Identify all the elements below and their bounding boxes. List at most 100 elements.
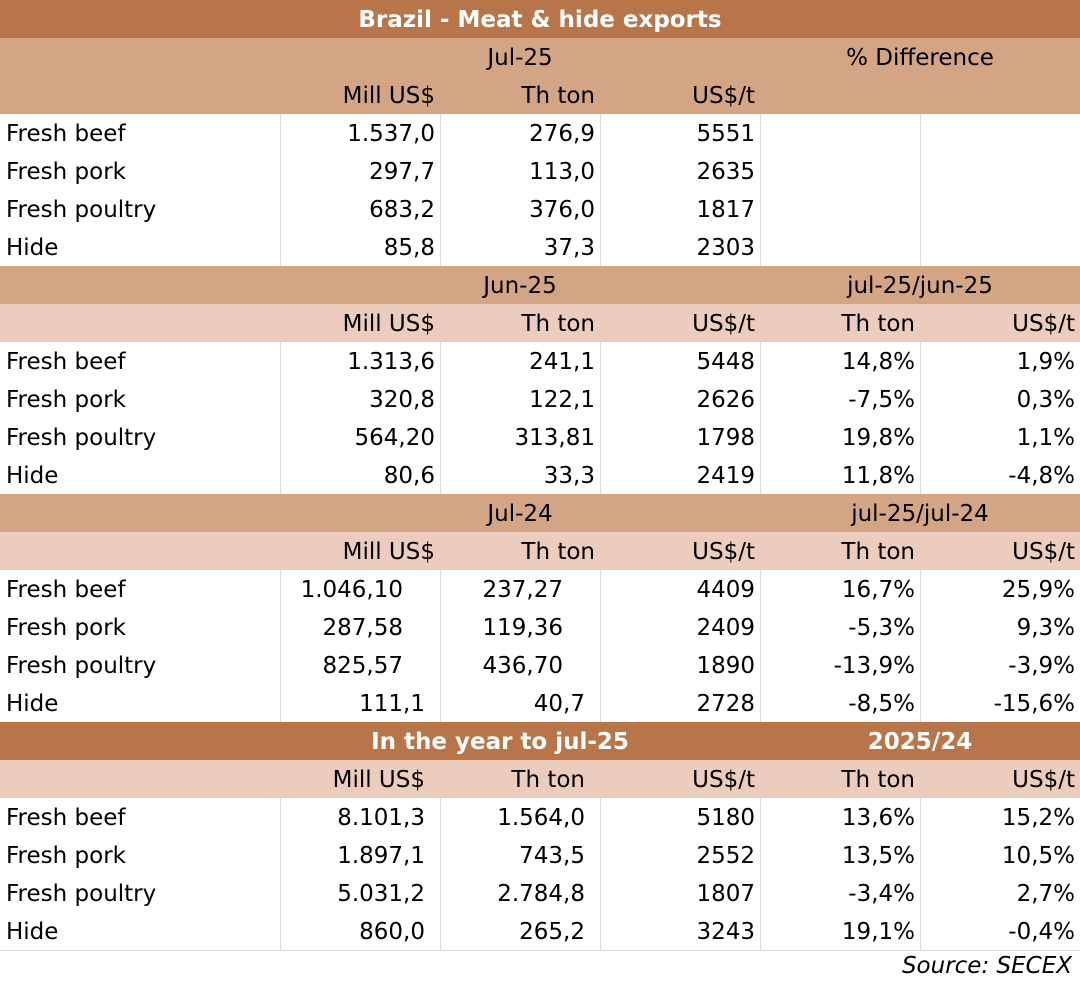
section1-period: Jul-25 (487, 45, 553, 71)
grid-line (440, 418, 441, 456)
mill-value: 80,6 (383, 463, 435, 489)
price-value: 5180 (696, 805, 755, 831)
table-row: Fresh poultry 825,57 436,70 1890 -13,9% -3,9% (0, 646, 1080, 685)
section3-col-ton: Th ton (521, 539, 595, 565)
grid-line (600, 190, 601, 228)
ton-value: 119,36 (482, 615, 563, 641)
mill-value: 8.101,3 (337, 805, 425, 831)
grid-line (760, 912, 761, 950)
table-row: Fresh pork 287,58 119,36 2409 -5,3% 9,3% (0, 608, 1080, 647)
row-label: Fresh pork (6, 843, 126, 869)
grid-line (280, 646, 281, 684)
mill-value: 564,20 (354, 425, 435, 451)
diff-price-value: 15,2% (1001, 805, 1075, 831)
mill-value: 860,0 (359, 919, 425, 945)
grid-line (920, 608, 921, 646)
grid-line (760, 684, 761, 722)
grid-line (440, 798, 441, 836)
diff-price-value: 9,3% (1016, 615, 1075, 641)
grid-line (600, 874, 601, 912)
diff-price-value: -0,4% (1008, 919, 1075, 945)
grid-line (600, 912, 601, 950)
ton-value: 37,3 (543, 235, 595, 261)
ton-value: 376,0 (529, 197, 595, 223)
price-value: 2635 (696, 159, 755, 185)
source-note: Source: SECEX (901, 953, 1072, 979)
grid-line (280, 190, 281, 228)
row-label: Fresh pork (6, 615, 126, 641)
diff-ton-value: 19,1% (841, 919, 915, 945)
section2-col-dprice: US$/t (1012, 311, 1075, 337)
section3-col-dton: Th ton (841, 539, 915, 565)
diff-ton-value: -7,5% (848, 387, 915, 413)
grid-line (280, 456, 281, 494)
price-value: 5448 (696, 349, 755, 375)
mill-value: 5.031,2 (337, 881, 425, 907)
diff-price-value: 0,3% (1016, 387, 1075, 413)
row-label: Fresh beef (6, 805, 126, 831)
diff-ton-value: 11,8% (841, 463, 915, 489)
table-row: Fresh beef 1.537,0 276,9 5551 (0, 114, 1080, 153)
section2-col-mill: Mill US$ (342, 311, 435, 337)
grid-line (440, 228, 441, 266)
grid-line (440, 912, 441, 950)
grid-line (600, 570, 601, 608)
grid-line (280, 418, 281, 456)
mill-value: 1.897,1 (337, 843, 425, 869)
table-row: Fresh beef 8.101,3 1.564,0 5180 13,6% 15,2% (0, 798, 1080, 837)
mill-value: 825,57 (322, 653, 403, 679)
grid-line (440, 114, 441, 152)
grid-line (760, 228, 761, 266)
diff-ton-value: -5,3% (848, 615, 915, 641)
grid-line (760, 874, 761, 912)
section2-column-row: Mill US$ Th ton US$/t Th ton US$/t (0, 304, 1080, 342)
grid-line (920, 646, 921, 684)
grid-line (600, 342, 601, 380)
row-label: Fresh beef (6, 349, 126, 375)
grid-line (440, 190, 441, 228)
section2-col-price: US$/t (692, 311, 755, 337)
ton-value: 436,70 (482, 653, 563, 679)
grid-line (920, 874, 921, 912)
diff-ton-value: 13,5% (841, 843, 915, 869)
price-value: 1798 (696, 425, 755, 451)
grid-line (920, 798, 921, 836)
diff-price-value: 10,5% (1001, 843, 1075, 869)
ton-value: 276,9 (529, 121, 595, 147)
section1-diff-label: % Difference (846, 45, 994, 71)
grid-line (440, 874, 441, 912)
diff-ton-value: 19,8% (841, 425, 915, 451)
section2-col-dton: Th ton (841, 311, 915, 337)
grid-line (920, 342, 921, 380)
price-value: 1817 (696, 197, 755, 223)
price-value: 2409 (696, 615, 755, 641)
section3-period-row: Jul-24 jul-25/jul-24 (0, 494, 1080, 532)
price-value: 4409 (696, 577, 755, 603)
diff-ton-value: -13,9% (833, 653, 915, 679)
grid-line (440, 380, 441, 418)
mill-value: 683,2 (369, 197, 435, 223)
section2-diff-label: jul-25/jun-25 (847, 273, 993, 299)
mill-value: 1.537,0 (347, 121, 435, 147)
grid-line (760, 114, 761, 152)
diff-price-value: 1,9% (1016, 349, 1075, 375)
grid-line (920, 836, 921, 874)
table-row: Fresh pork 297,7 113,0 2635 (0, 152, 1080, 191)
section1-col-mill: Mill US$ (342, 83, 435, 109)
diff-price-value: 2,7% (1016, 881, 1075, 907)
row-label: Hide (6, 235, 59, 261)
section4-period: In the year to jul-25 (371, 729, 629, 755)
grid-line (760, 836, 761, 874)
price-value: 2728 (696, 691, 755, 717)
section3-col-mill: Mill US$ (342, 539, 435, 565)
grid-line (600, 684, 601, 722)
section3-diff-label: jul-25/jul-24 (851, 501, 989, 527)
price-value: 1807 (696, 881, 755, 907)
section2-col-ton: Th ton (521, 311, 595, 337)
diff-ton-value: -8,5% (848, 691, 915, 717)
grid-line (760, 570, 761, 608)
grid-line (600, 646, 601, 684)
grid-line (600, 608, 601, 646)
grid-line (440, 342, 441, 380)
